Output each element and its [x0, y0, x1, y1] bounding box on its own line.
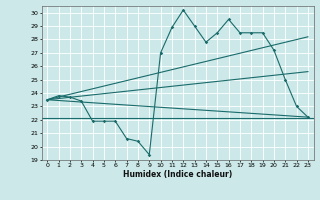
- X-axis label: Humidex (Indice chaleur): Humidex (Indice chaleur): [123, 170, 232, 179]
